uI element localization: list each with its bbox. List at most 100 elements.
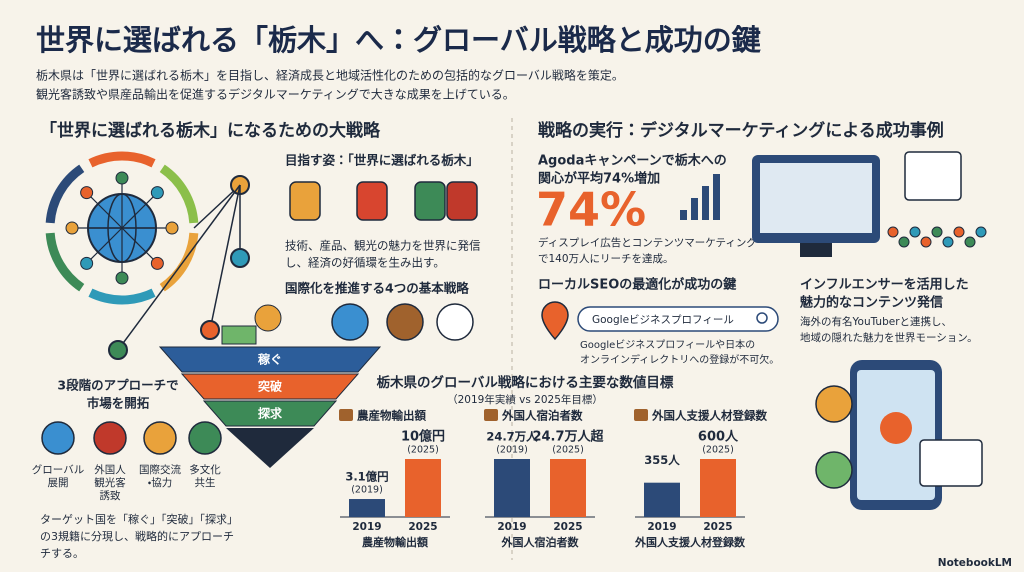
growth-icon-bar [691, 198, 698, 220]
target-bar [700, 459, 736, 517]
approach-label: 共生 [195, 476, 216, 489]
search-glass [756, 312, 768, 324]
bar-period-label: (2019) [351, 485, 383, 496]
strategies-title: 国際化を推進する4つの基本戦略 [285, 281, 469, 296]
avatar [815, 385, 853, 423]
chart-xlabel: 外国人支援人材登録数 [634, 535, 746, 549]
bar-value-label: 24.7万人 [486, 430, 538, 444]
map-pin [541, 301, 569, 341]
network-link [121, 192, 158, 229]
vision-icon [414, 181, 446, 221]
agoda-text: で140万人にリーチを達成。 [538, 253, 674, 265]
influencer-text: 地域の隠れた魅力を世界モーション。 [800, 331, 978, 344]
bar-category: 2019 [497, 521, 526, 533]
network-node [108, 340, 128, 360]
approach-label: 展開 [48, 477, 69, 489]
target-bar [349, 499, 385, 517]
chart-icon [484, 409, 498, 421]
approach-label: 多文化 [189, 463, 221, 476]
seo-text: オンラインディレクトリへの登録が不可欠。 [580, 353, 779, 366]
target-bar [405, 459, 441, 517]
agoda-text: ディスプレイ広告とコンテンツマーケティング [538, 236, 757, 249]
ring-arc [45, 232, 85, 292]
influencer-text: 海外の有名YouTuberと連携し、 [800, 315, 952, 328]
funnel-label: 突破 [258, 379, 282, 394]
chart-xlabel: 農産物輸出額 [362, 535, 429, 549]
target-bar [550, 459, 586, 517]
bar-value-label: 10億円 [401, 429, 445, 445]
section-heading: 「世界に選ばれる栃木」になるための大戦略 [40, 120, 381, 141]
vision-icon [289, 181, 321, 221]
chart-icon [634, 409, 648, 421]
chart-icon [339, 409, 353, 421]
funnel-tip [226, 428, 314, 468]
growth-icon-bar [713, 174, 720, 220]
coin-icon [254, 304, 282, 332]
search-box [577, 306, 779, 332]
avatar [815, 451, 853, 489]
approach-icon [143, 421, 177, 455]
agoda-big-number: 74% [536, 183, 646, 237]
agoda-title: 関心が平均74%増加 [538, 171, 660, 187]
crowd-person [909, 226, 921, 238]
network-link [117, 184, 241, 351]
footer: NotebookLM [938, 557, 1012, 569]
network-link [86, 192, 123, 229]
network-link [193, 184, 241, 229]
approach-note: チする。 [40, 547, 84, 560]
monitor-stand [800, 243, 832, 257]
bar-value-label: 3.1億円 [345, 470, 388, 484]
strategy-icon [386, 303, 424, 341]
title: 世界に選ばれる「栃木」へ：グローバル戦略と成功の鍵 [36, 23, 762, 57]
vision-icon [356, 181, 388, 221]
vision-text: し、経済の好循環を生み出す。 [285, 256, 445, 270]
network-link [121, 227, 158, 264]
funnel-label: 探求 [258, 406, 283, 421]
play-button [880, 412, 912, 444]
approach-label: 誘致 [100, 489, 121, 502]
chart-name: 外国人支援人材登録数 [651, 409, 767, 423]
approach-label: グローバル [32, 463, 84, 476]
approach-note: の3規籍に分現し、戦略的にアプローチ [40, 529, 234, 543]
crowd-person [975, 226, 987, 238]
ring-arc [88, 288, 156, 305]
crowd-person [898, 236, 910, 248]
ring-arc [159, 232, 199, 292]
agoda-title: Agodaキャンペーンで栃木への [538, 153, 727, 169]
bar-category: 2025 [553, 521, 582, 533]
approach-note: ターゲット国を「稼ぐ」「突破」「探求」 [40, 512, 238, 526]
crowd-person [931, 226, 943, 238]
ring-arc [88, 151, 156, 168]
network-node [80, 186, 94, 200]
crowd-person [964, 236, 976, 248]
vision-text: 技術、産品、観光の魅力を世界に発信 [285, 239, 481, 253]
approach-label: 外国人 [94, 464, 126, 476]
influencer-title: 魅力的なコンテンツ発信 [799, 295, 943, 311]
targets-subtitle: （2019年実績 vs 2025年目標） [447, 393, 603, 406]
lead: 観光客誘致や県産品輸出を促進するデジタルマーケティングで大きな成果を上げている。 [36, 87, 515, 102]
funnel-band [180, 373, 360, 400]
monitor-screen [760, 163, 872, 233]
network-node [65, 221, 79, 235]
photo-card [919, 439, 983, 487]
approach-label: ・協力 [148, 476, 173, 489]
section-heading: 戦略の実行：デジタルマーケティングによる成功事例 [538, 120, 944, 141]
crowd-person [953, 226, 965, 238]
approach-icon [41, 421, 75, 455]
growth-icon-bar [702, 186, 709, 220]
crowd-person [920, 236, 932, 248]
network-node [150, 256, 164, 270]
approach-icon [93, 421, 127, 455]
bar-category: 2025 [703, 521, 732, 533]
target-bar [644, 482, 680, 517]
crowd-person [887, 226, 899, 238]
seo-text: Googleビジネスプロフィールや日本の [580, 338, 755, 351]
funnel-band [202, 400, 338, 427]
approach-icon [188, 421, 222, 455]
bar-period-label: (2019) [496, 445, 528, 456]
network-node [230, 248, 250, 268]
browser-icon [904, 151, 962, 201]
target-bar [494, 459, 530, 517]
